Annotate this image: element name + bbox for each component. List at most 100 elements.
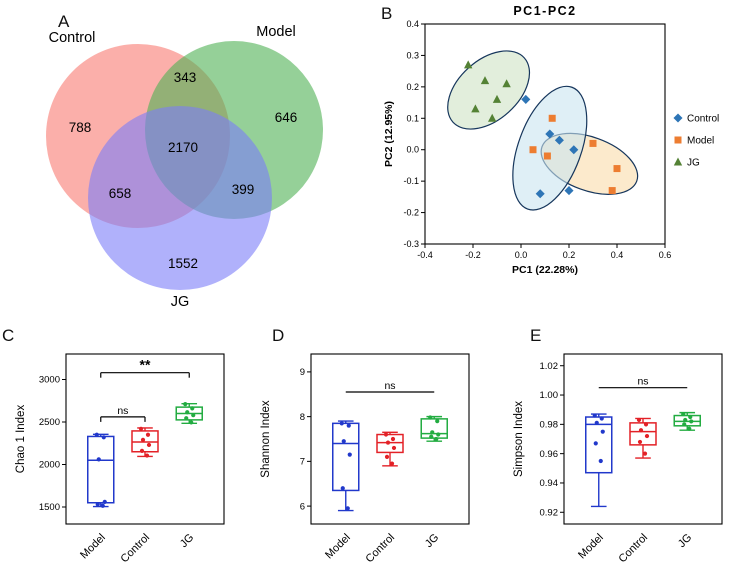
significance-label: ns	[637, 376, 648, 388]
data-point	[390, 436, 396, 442]
data-point	[191, 413, 196, 418]
data-point	[598, 458, 603, 464]
y-tick-label: -0.3	[403, 239, 419, 249]
panel-label-b: B	[381, 4, 393, 23]
box-control	[629, 422, 657, 446]
data-point	[594, 420, 599, 425]
data-point	[138, 426, 144, 431]
panel-label-c: C	[2, 326, 15, 345]
model-marker	[529, 146, 537, 154]
control-marker	[564, 186, 574, 196]
model-marker	[608, 187, 616, 195]
model-marker	[548, 114, 556, 122]
box-model	[585, 416, 613, 474]
plot-frame	[65, 353, 225, 525]
venn-region-count-control-jg: 658	[109, 186, 132, 201]
x-category-label-model: Model	[323, 532, 353, 562]
data-point	[385, 440, 391, 445]
x-tick-label: -0.2	[465, 250, 481, 260]
data-point	[145, 432, 151, 437]
y-axis-label: Shannon Index	[260, 400, 272, 478]
x-category-label-control: Control	[364, 532, 398, 566]
jg-marker	[480, 76, 490, 85]
x-category-label-jg: JG	[178, 532, 196, 550]
data-point	[389, 461, 395, 466]
data-point	[436, 432, 441, 437]
x-category-label-model: Model	[576, 532, 606, 562]
data-point	[345, 506, 350, 511]
data-point	[637, 439, 643, 445]
plot-frame	[563, 353, 723, 525]
data-point	[435, 419, 440, 424]
box-jg	[420, 418, 448, 439]
venn-set-label-control: Control	[49, 30, 96, 46]
data-point	[384, 454, 390, 459]
shannon-index-boxplot: 6 7 8 9 Shannon Index Model Control JG ns	[260, 353, 470, 566]
y-tick-label: 0.92	[540, 507, 559, 518]
y-tick-label: 0.2	[406, 82, 419, 92]
y-tick-label: 0.1	[406, 113, 419, 123]
venn-circle-jg	[88, 106, 272, 290]
model-marker	[589, 139, 597, 147]
venn-diagram: Control Model JG 788 646 1552 343 658 399 2170	[46, 24, 323, 310]
group-ellipse-control	[512, 85, 588, 211]
y-tick-label: 0.96	[540, 449, 559, 460]
data-point	[593, 441, 598, 446]
jg-marker	[471, 104, 480, 113]
data-point	[430, 430, 435, 435]
jg-marker	[492, 94, 502, 103]
y-tick-label: 7	[300, 457, 305, 468]
y-tick-label: 2000	[39, 460, 60, 471]
simpson-index-boxplot: 0.92 0.94 0.96 0.98 1.00 1.02 Simpson Index Mod…	[513, 353, 723, 565]
plot-frame	[424, 23, 666, 245]
data-point	[681, 411, 686, 417]
box-model	[332, 422, 360, 492]
data-point	[600, 429, 605, 434]
y-axis-label: PC2 (12.95%)	[383, 101, 395, 167]
data-point	[185, 410, 190, 415]
data-point	[190, 406, 195, 411]
venn-region-count-control-model: 343	[174, 70, 197, 85]
legend-label-control: Control	[687, 114, 719, 125]
data-point	[644, 433, 650, 439]
venn-region-count-control-only: 788	[69, 120, 92, 135]
data-point	[642, 451, 648, 456]
control-marker	[554, 135, 564, 145]
data-point	[94, 432, 99, 437]
model-marker	[543, 152, 551, 160]
y-tick-label: 1.02	[540, 361, 559, 372]
y-tick-label: -0.2	[403, 208, 419, 218]
plot-frame	[310, 353, 470, 525]
data-point	[341, 439, 346, 444]
panel-label-e: E	[530, 326, 542, 345]
data-point	[140, 437, 146, 442]
model-marker	[613, 165, 621, 173]
data-point	[100, 503, 105, 508]
data-point	[102, 499, 107, 504]
data-point	[339, 421, 344, 426]
data-point	[183, 402, 188, 407]
data-point	[428, 415, 433, 420]
legend-label-model: Model	[687, 136, 714, 147]
data-point	[636, 417, 642, 423]
x-tick-label: 0.4	[611, 250, 624, 260]
x-tick-label: 0.0	[515, 250, 528, 260]
significance-label: **	[140, 357, 151, 373]
data-point	[391, 445, 397, 451]
legend-label-jg: JG	[687, 158, 700, 169]
data-point	[139, 448, 145, 453]
legend-jg-marker	[673, 157, 683, 166]
data-point	[683, 417, 688, 423]
y-tick-label: 2500	[39, 417, 60, 428]
significance-label: ns	[117, 405, 128, 417]
x-category-label-jg: JG	[423, 532, 441, 550]
x-tick-label: 0.6	[659, 250, 672, 260]
y-tick-label: 3000	[39, 375, 60, 386]
y-tick-label: 9	[300, 367, 305, 378]
y-tick-label: 1500	[39, 502, 60, 513]
data-point	[184, 416, 189, 421]
control-marker	[521, 94, 531, 104]
x-axis-label: PC1 (22.28%)	[512, 264, 578, 276]
jg-marker	[464, 60, 473, 69]
data-point	[146, 442, 152, 448]
